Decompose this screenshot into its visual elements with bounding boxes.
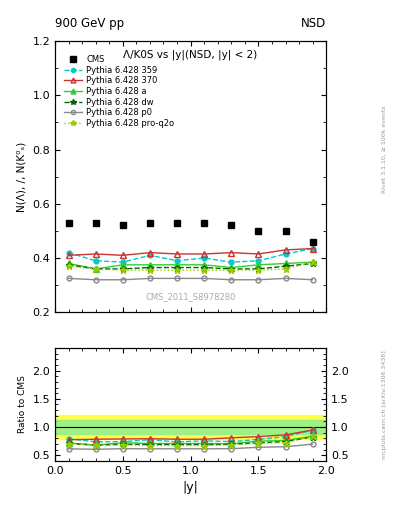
Pythia 6.428 370 <box>229 249 234 255</box>
Y-axis label: Ratio to CMS: Ratio to CMS <box>18 375 27 434</box>
Pythia 6.428 dw <box>175 265 180 271</box>
Pythia 6.428 p0 <box>66 275 71 282</box>
Pythia 6.428 359 <box>310 245 315 251</box>
Pythia 6.428 dw <box>121 266 125 272</box>
Text: NSD: NSD <box>301 17 326 30</box>
Pythia 6.428 pro-q2o <box>121 267 125 273</box>
Pythia 6.428 370 <box>66 252 71 259</box>
Pythia 6.428 pro-q2o <box>202 267 207 273</box>
CMS <box>94 220 98 226</box>
Pythia 6.428 359 <box>94 258 98 264</box>
Pythia 6.428 359 <box>283 251 288 257</box>
CMS <box>310 239 315 245</box>
Pythia 6.428 dw <box>202 265 207 271</box>
X-axis label: |y|: |y| <box>183 481 198 494</box>
Pythia 6.428 p0 <box>121 276 125 283</box>
CMS <box>66 220 71 226</box>
Text: Λ/K0S vs |y|(NSD, |y| < 2): Λ/K0S vs |y|(NSD, |y| < 2) <box>123 49 258 59</box>
Bar <box>55 420 326 434</box>
Pythia 6.428 p0 <box>202 275 207 282</box>
Pythia 6.428 pro-q2o <box>66 263 71 269</box>
Pythia 6.428 pro-q2o <box>94 266 98 272</box>
Pythia 6.428 pro-q2o <box>148 267 152 273</box>
Pythia 6.428 p0 <box>94 276 98 283</box>
Line: CMS: CMS <box>65 219 316 245</box>
Pythia 6.428 p0 <box>256 276 261 283</box>
Pythia 6.428 370 <box>121 252 125 259</box>
Pythia 6.428 370 <box>94 251 98 257</box>
CMS <box>148 220 152 226</box>
Pythia 6.428 370 <box>283 247 288 253</box>
Pythia 6.428 359 <box>175 258 180 264</box>
Legend: CMS, Pythia 6.428 359, Pythia 6.428 370, Pythia 6.428 a, Pythia 6.428 dw, Pythia: CMS, Pythia 6.428 359, Pythia 6.428 370,… <box>62 53 176 130</box>
Pythia 6.428 p0 <box>310 276 315 283</box>
Pythia 6.428 370 <box>175 251 180 257</box>
CMS <box>229 222 234 228</box>
Text: 900 GeV pp: 900 GeV pp <box>55 17 124 30</box>
Pythia 6.428 a <box>94 266 98 272</box>
Pythia 6.428 359 <box>148 252 152 259</box>
Pythia 6.428 a <box>310 259 315 265</box>
Pythia 6.428 a <box>148 262 152 268</box>
Pythia 6.428 pro-q2o <box>175 267 180 273</box>
Pythia 6.428 dw <box>256 266 261 272</box>
Pythia 6.428 p0 <box>175 275 180 282</box>
Pythia 6.428 pro-q2o <box>229 267 234 273</box>
Pythia 6.428 370 <box>202 251 207 257</box>
Line: Pythia 6.428 a: Pythia 6.428 a <box>66 260 316 272</box>
Y-axis label: N(Λ), /, N(K⁰ₛ): N(Λ), /, N(K⁰ₛ) <box>17 141 27 212</box>
Pythia 6.428 pro-q2o <box>310 259 315 265</box>
Pythia 6.428 359 <box>121 259 125 265</box>
Line: Pythia 6.428 359: Pythia 6.428 359 <box>66 246 315 265</box>
Pythia 6.428 a <box>175 262 180 268</box>
Pythia 6.428 a <box>283 261 288 267</box>
CMS <box>256 228 261 234</box>
Pythia 6.428 370 <box>148 249 152 255</box>
Line: Pythia 6.428 dw: Pythia 6.428 dw <box>66 260 316 272</box>
Pythia 6.428 a <box>121 262 125 268</box>
CMS <box>175 220 180 226</box>
Pythia 6.428 359 <box>229 259 234 265</box>
Pythia 6.428 dw <box>229 266 234 272</box>
Pythia 6.428 dw <box>310 261 315 267</box>
Text: mcplots.cern.ch [arXiv:1306.3436]: mcplots.cern.ch [arXiv:1306.3436] <box>382 350 387 459</box>
Pythia 6.428 a <box>256 262 261 268</box>
Pythia 6.428 dw <box>94 266 98 272</box>
Pythia 6.428 359 <box>256 258 261 264</box>
Pythia 6.428 dw <box>148 265 152 271</box>
Text: CMS_2011_S8978280: CMS_2011_S8978280 <box>145 292 236 302</box>
Pythia 6.428 dw <box>66 262 71 268</box>
CMS <box>283 228 288 234</box>
CMS <box>202 220 207 226</box>
Pythia 6.428 dw <box>283 263 288 269</box>
Pythia 6.428 p0 <box>148 275 152 282</box>
Pythia 6.428 a <box>202 262 207 268</box>
Pythia 6.428 370 <box>256 251 261 257</box>
Line: Pythia 6.428 p0: Pythia 6.428 p0 <box>66 276 315 282</box>
Pythia 6.428 p0 <box>229 276 234 283</box>
Pythia 6.428 p0 <box>283 275 288 282</box>
CMS <box>121 222 125 228</box>
Pythia 6.428 359 <box>202 255 207 261</box>
Pythia 6.428 pro-q2o <box>256 267 261 273</box>
Line: Pythia 6.428 pro-q2o: Pythia 6.428 pro-q2o <box>66 259 316 273</box>
Pythia 6.428 359 <box>66 249 71 255</box>
Text: Rivet 3.1.10, ≥ 100k events: Rivet 3.1.10, ≥ 100k events <box>382 105 387 194</box>
Pythia 6.428 pro-q2o <box>283 266 288 272</box>
Pythia 6.428 a <box>66 261 71 267</box>
Line: Pythia 6.428 370: Pythia 6.428 370 <box>66 246 316 258</box>
Bar <box>55 415 326 439</box>
Pythia 6.428 370 <box>310 245 315 251</box>
Pythia 6.428 a <box>229 265 234 271</box>
